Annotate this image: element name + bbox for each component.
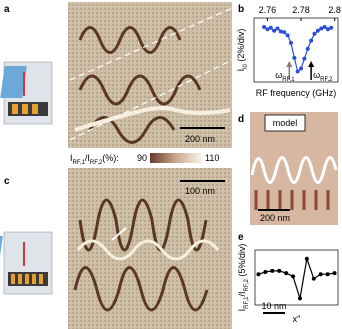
- colorbar-min: 90: [137, 153, 147, 163]
- data-point: [299, 66, 304, 71]
- data-point: [315, 28, 320, 33]
- data-line: [263, 26, 332, 73]
- annotation: ωRF,1: [275, 70, 295, 83]
- x-tick-label: 2.78: [292, 5, 310, 15]
- text-part: RF,2: [90, 160, 103, 166]
- data-point: [329, 25, 334, 30]
- scale-bar-label: 200 nm: [185, 134, 215, 144]
- data-point: [318, 272, 323, 277]
- panel-label: c: [4, 176, 10, 187]
- x-axis-label: RF frequency (GHz): [256, 88, 337, 98]
- data-point: [325, 272, 330, 277]
- data-point: [311, 276, 316, 281]
- data-point: [268, 25, 273, 30]
- data-line: [258, 256, 335, 299]
- data-point: [305, 46, 310, 51]
- y-axis-label: IRF,1/IRF,2 (5%/div): [237, 244, 250, 312]
- text-part: l0: [243, 64, 249, 69]
- x-tick-label: 2.8: [328, 5, 341, 15]
- text-part: I: [237, 309, 247, 312]
- scale-bar-label: 100 nm: [185, 186, 215, 196]
- text-part: RF,2: [244, 278, 250, 291]
- data-point: [309, 38, 314, 43]
- data-point: [272, 28, 277, 33]
- data-point: [262, 25, 267, 30]
- arrow-head: [286, 61, 293, 67]
- schematic-a: [0, 61, 53, 125]
- scale-bar-label: 200 nm: [260, 213, 290, 223]
- text-part: (2%/div): [236, 29, 246, 65]
- data-point: [263, 270, 268, 274]
- text-part: RF,2: [320, 77, 333, 83]
- schematic-c: [0, 231, 53, 295]
- data-point: [256, 272, 261, 277]
- data-point: [319, 26, 324, 31]
- image-d: [250, 112, 338, 225]
- data-point: [322, 25, 327, 30]
- data-point: [312, 31, 317, 36]
- model-label: model: [273, 118, 298, 128]
- text-part: RF,1: [244, 296, 250, 309]
- text-part: /I: [237, 291, 247, 296]
- x-tick-label: 2.76: [259, 5, 277, 15]
- data-point: [304, 256, 309, 261]
- data-point: [291, 274, 296, 279]
- plot-frame: [253, 17, 339, 83]
- data-point: [288, 40, 293, 45]
- plot-frame: [254, 249, 339, 306]
- colorbar-max: 110: [205, 153, 219, 163]
- text-part: (%):: [102, 153, 119, 163]
- text-part: RF,1: [73, 160, 86, 166]
- data-point: [284, 271, 289, 276]
- text-part: RF,1: [282, 77, 295, 83]
- colorbar: [150, 153, 202, 163]
- data-point: [282, 30, 287, 35]
- colorbar-label: IRF,1/IRF,2(%):: [70, 153, 119, 166]
- text-part: (5%/div): [237, 244, 247, 280]
- data-point: [302, 56, 307, 61]
- image-c: [68, 168, 232, 329]
- text-part: I: [70, 153, 73, 163]
- panel-label: a: [4, 4, 10, 15]
- arrow-head: [308, 61, 315, 67]
- data-point: [332, 271, 337, 276]
- data-point: [278, 29, 283, 34]
- panel-label: e: [238, 232, 244, 243]
- x-axis-label: x″: [293, 314, 302, 324]
- panel-label: b: [238, 4, 244, 15]
- image-a: [68, 2, 233, 148]
- annotation: ωRF,2: [313, 70, 333, 83]
- scale-bar-label: 10 nm: [261, 301, 286, 311]
- text-part: ω: [313, 70, 320, 80]
- y-axis-label: Il0 (2%/div): [236, 29, 249, 72]
- text-part: /I: [85, 153, 90, 163]
- data-point: [295, 69, 300, 74]
- data-point: [325, 27, 330, 32]
- data-point: [265, 27, 270, 32]
- data-point: [297, 296, 302, 301]
- data-point: [275, 26, 280, 31]
- text-part: ω: [275, 70, 282, 80]
- panel-label: d: [238, 114, 244, 125]
- data-point: [285, 33, 290, 38]
- data-point: [292, 55, 297, 60]
- data-point: [270, 268, 275, 273]
- data-point: [277, 268, 282, 273]
- text-part: I: [236, 69, 246, 72]
